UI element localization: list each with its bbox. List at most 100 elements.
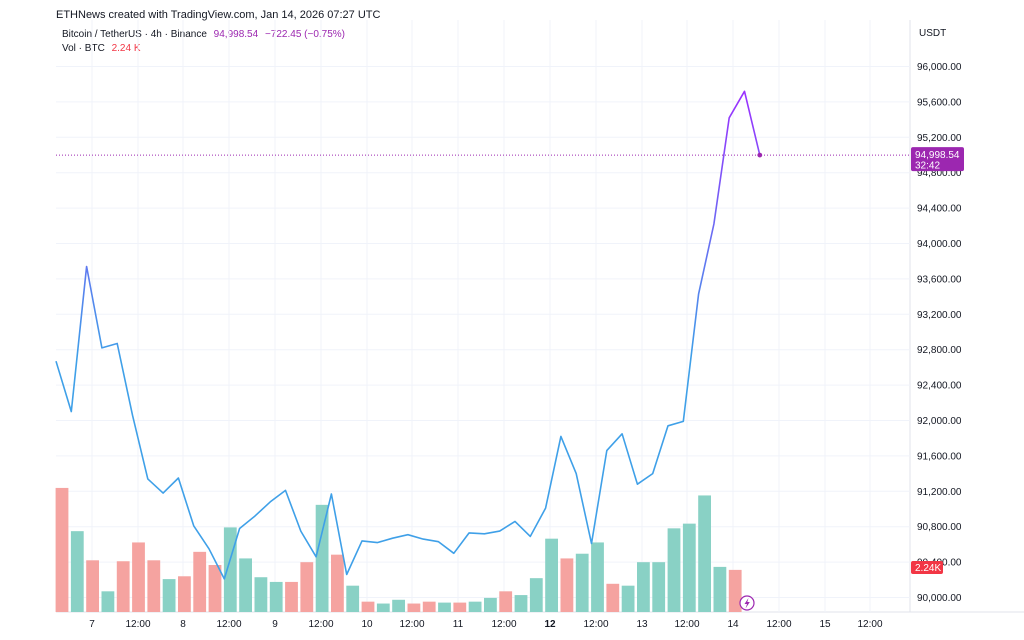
volume-bar [682, 523, 696, 612]
y-tick-label: 91,600.00 [917, 451, 962, 462]
volume-bar [407, 603, 421, 612]
volume-bars [55, 487, 742, 612]
volume-bar [86, 560, 99, 612]
last-price: 94,998.54 [213, 29, 259, 40]
price-tag-box [911, 147, 964, 172]
y-tick-label: 95,200.00 [917, 133, 962, 144]
volume-bar [178, 576, 191, 612]
volume-bar [560, 558, 574, 612]
volume-bar [223, 527, 237, 612]
x-tick-label: 12:00 [674, 619, 699, 630]
volume-tag-box [911, 561, 943, 574]
volume-bar [468, 601, 482, 612]
price-change: −722.45 (−0.75%) [264, 29, 346, 40]
x-tick-label: 12:00 [216, 619, 241, 630]
volume-bar [392, 599, 405, 612]
symbol-legend-row[interactable]: Bitcoin / TetherUS · 4h · Binance 94,998… [62, 28, 345, 42]
volume-bar [698, 495, 711, 612]
volume-bar [315, 504, 329, 612]
volume-bar [254, 577, 268, 612]
volume-tag-value: 2.24K [915, 563, 941, 574]
x-tick-label: 12:00 [583, 619, 608, 630]
volume-bar [621, 585, 635, 612]
volume-bar [376, 603, 390, 612]
chart-attribution: ETHNews created with TradingView.com, Ja… [56, 9, 381, 21]
y-tick-label: 96,000.00 [917, 62, 962, 73]
x-tick-label: 11 [453, 619, 464, 630]
y-tick-label: 92,800.00 [917, 345, 962, 356]
x-tick-label: 12:00 [766, 619, 791, 630]
volume-bar [637, 562, 650, 612]
lightning-icon-bolt [744, 598, 750, 609]
volume-bar [606, 583, 620, 612]
volume-bar [116, 561, 130, 612]
volume-bar [132, 542, 145, 612]
volume-bar [591, 542, 604, 612]
price-line-path [55, 90, 761, 580]
volume-bar [162, 579, 176, 612]
volume-bar [55, 487, 69, 612]
volume-bar [361, 601, 375, 612]
currency-label[interactable]: USDT [919, 28, 947, 39]
x-tick-label: 12:00 [308, 619, 333, 630]
volume-bar [514, 595, 528, 612]
x-tick-label: 10 [361, 619, 373, 630]
volume-bar [147, 560, 161, 612]
price-tag-value: 94,998.54 [915, 150, 960, 161]
volume-bar [193, 551, 207, 612]
volume-bar [101, 591, 115, 612]
x-tick-label: 12 [544, 619, 556, 630]
grid-lines [56, 20, 1024, 613]
x-tick-label: 12:00 [491, 619, 516, 630]
y-tick-label: 94,800.00 [917, 168, 962, 179]
volume-bar [529, 578, 543, 612]
volume-bar [438, 602, 451, 612]
y-tick-label: 90,800.00 [917, 522, 962, 533]
y-tick-label: 94,400.00 [917, 204, 962, 215]
y-tick-label: 94,000.00 [917, 239, 962, 250]
price-tag-countdown: 32:42 [915, 161, 940, 172]
volume-bar [453, 602, 467, 612]
x-tick-label: 8 [180, 619, 186, 630]
volume-bar [346, 585, 360, 612]
volume-bar [667, 528, 681, 612]
x-tick-label: 9 [272, 619, 278, 630]
x-tick-label: 12:00 [125, 619, 150, 630]
last-price-dot [757, 152, 763, 158]
y-tick-label: 95,600.00 [917, 97, 962, 108]
y-tick-label: 92,000.00 [917, 416, 962, 427]
y-tick-label: 92,400.00 [917, 381, 962, 392]
x-tick-label: 13 [636, 619, 648, 630]
volume-bar [484, 597, 497, 612]
volume-bar [545, 538, 558, 612]
volume-legend-row[interactable]: Vol · BTC 2.24 K [62, 42, 345, 56]
lightning-icon[interactable] [739, 595, 755, 611]
volume-bar [300, 562, 314, 612]
y-tick-label: 93,200.00 [917, 310, 962, 321]
time-axis: 7 12:00 8 12:00 9 12:00 10 12:00 11 12:00 12 12:00 1… [89, 619, 883, 630]
x-tick-label: 14 [727, 619, 739, 630]
volume-bar [70, 531, 84, 612]
x-tick-label: 7 [89, 619, 95, 630]
price-line [55, 90, 763, 580]
price-axis: 96,000.00 95,600.00 95,200.00 94,800.00 94,4… [917, 62, 962, 604]
volume-bar [728, 569, 742, 612]
y-tick-label: 91,200.00 [917, 487, 962, 498]
x-tick-label: 12:00 [857, 619, 882, 630]
y-tick-label: 93,600.00 [917, 274, 962, 285]
volume-bar [239, 558, 252, 612]
volume-bar [499, 591, 513, 612]
volume-value: 2.24 K [111, 43, 141, 54]
x-tick-label: 15 [819, 619, 831, 630]
volume-bar [575, 553, 589, 612]
volume-bar [331, 554, 344, 612]
volume-bar [285, 581, 298, 612]
chart-legend: Bitcoin / TetherUS · 4h · Binance 94,998… [62, 28, 345, 56]
y-tick-label: 90,000.00 [917, 593, 962, 604]
volume-bar [208, 565, 222, 612]
volume-bar [422, 601, 436, 612]
volume-label: Vol · BTC [62, 43, 105, 54]
volume-bar [713, 566, 727, 612]
